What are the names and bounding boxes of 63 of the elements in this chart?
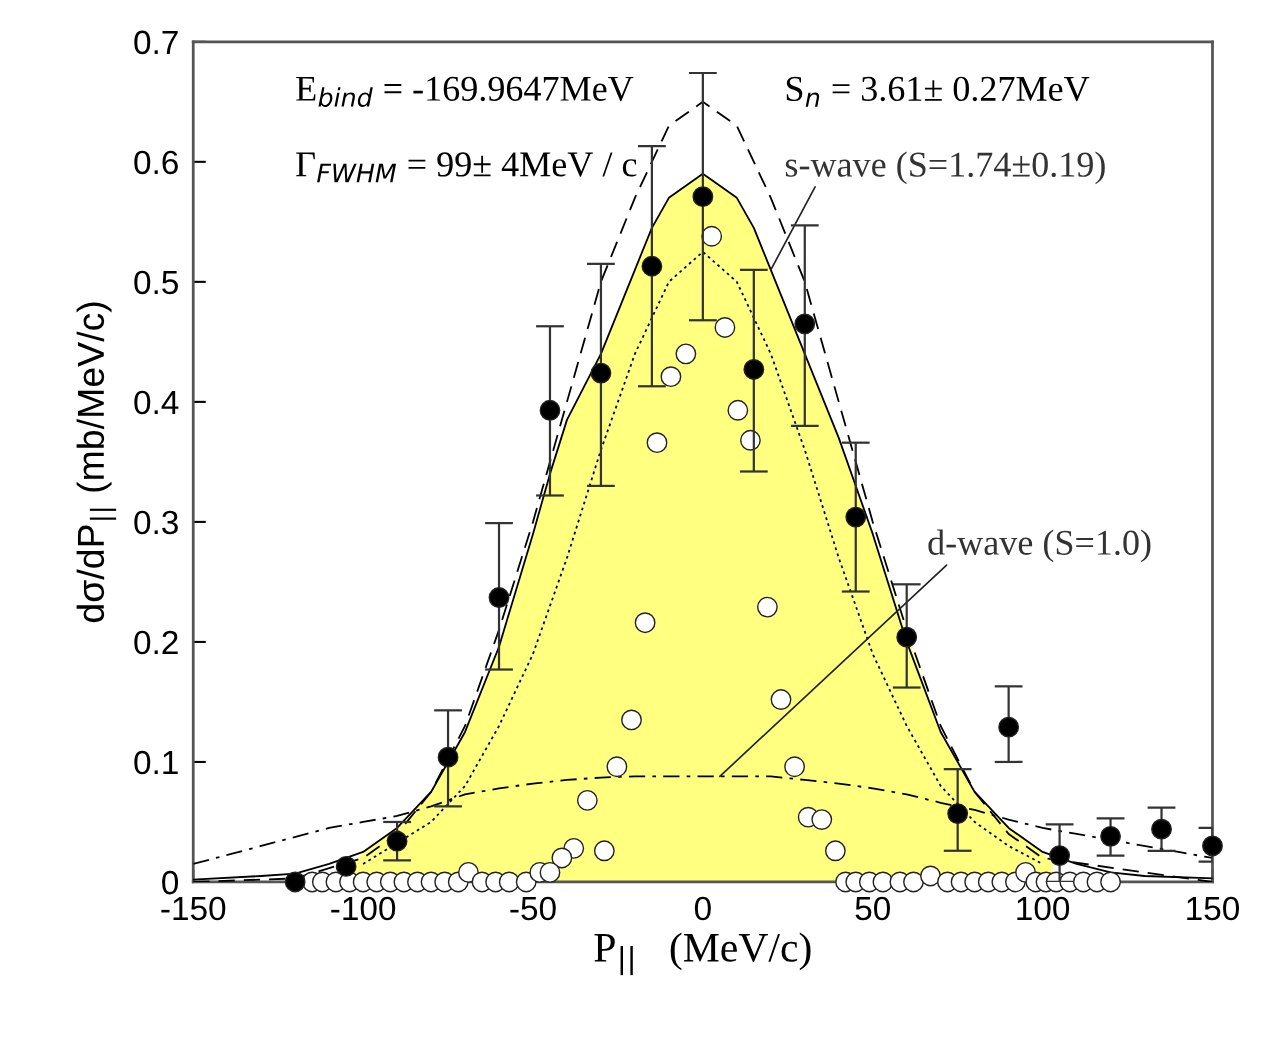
point: [660, 366, 682, 388]
point: [539, 399, 561, 421]
y-axis-title: dσ/dP$_{||}$ (mb/MeV/c): [76, 302, 117, 623]
x-tick-label: 0: [694, 896, 711, 921]
x-tick-label: -150: [161, 896, 226, 921]
x-tick-label: -100: [331, 896, 396, 921]
point: [824, 840, 846, 862]
y-tick-label: 0: [162, 870, 179, 895]
point: [714, 317, 736, 338]
point: [794, 313, 816, 335]
point: [634, 612, 656, 634]
point: [701, 225, 723, 247]
point: [998, 716, 1020, 738]
point: [539, 861, 561, 883]
point: [386, 830, 408, 852]
x-tick-label: -50: [510, 896, 556, 921]
point: [811, 809, 833, 830]
text: P$_{||}$ (MeV/c): [594, 932, 811, 976]
point: [872, 871, 894, 893]
point: [646, 432, 668, 454]
point: [621, 709, 642, 731]
point: [1151, 818, 1172, 840]
point: [896, 626, 918, 648]
point: [488, 587, 510, 608]
point: [437, 746, 459, 768]
x-tick-label: 50: [855, 896, 890, 921]
point: [947, 803, 969, 824]
y-tick-label: 0.7: [134, 30, 178, 55]
point: [1202, 835, 1223, 857]
point: [335, 855, 357, 877]
y-tick-label: 0.3: [134, 510, 178, 535]
annotation: E$_{bind}$ = -169.9647MeV: [296, 76, 634, 107]
point: [903, 871, 924, 893]
y-tick-label: 0.1: [134, 750, 178, 775]
point: [576, 789, 598, 811]
annotation: d-wave (S=1.0): [928, 529, 1151, 563]
y-tick-label: 0.6: [134, 150, 178, 175]
point: [284, 871, 306, 893]
point: [593, 840, 615, 862]
point: [1100, 871, 1121, 893]
point: [606, 756, 628, 778]
point: [784, 756, 806, 778]
point: [845, 506, 867, 528]
point: [675, 343, 697, 365]
annotation: Γ$_{FWHM}$ = 99± 4MeV / c: [296, 152, 637, 183]
y-tick-label: 0.5: [134, 270, 178, 295]
y-tick-label: 0.4: [134, 390, 179, 415]
point: [770, 689, 792, 710]
point: [920, 865, 941, 887]
point: [743, 359, 765, 380]
point: [551, 847, 573, 869]
point: [1100, 825, 1121, 847]
point: [756, 596, 778, 618]
point: [641, 255, 663, 277]
point: [1049, 845, 1071, 866]
point: [727, 399, 749, 421]
y-tick-label: 0.2: [134, 630, 178, 655]
x-tick-label: 100: [1017, 896, 1070, 921]
point: [692, 186, 714, 208]
annotation: s-wave (S=1.74±0.19): [785, 151, 1105, 185]
x-tick-label: 150: [1187, 896, 1239, 921]
point: [590, 362, 612, 384]
annotation: S$_{n}$ = 3.61± 0.27MeV: [786, 76, 1090, 107]
